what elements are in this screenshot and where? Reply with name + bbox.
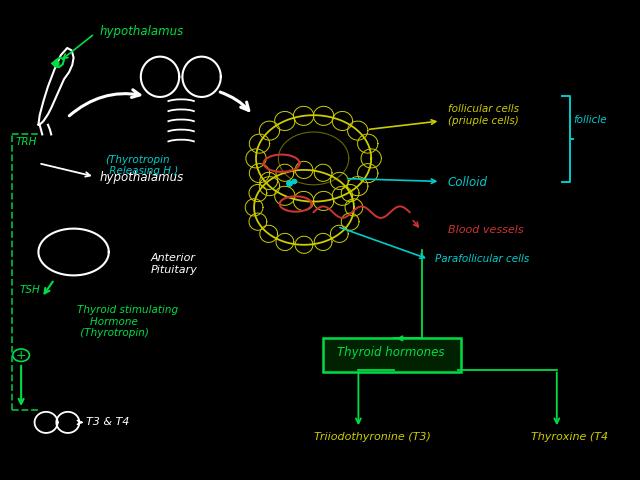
Text: +: + xyxy=(16,348,26,362)
Text: T3 & T4: T3 & T4 xyxy=(86,418,130,427)
Text: Parafollicular cells: Parafollicular cells xyxy=(435,254,529,264)
Text: Colloid: Colloid xyxy=(448,176,488,189)
Text: hypothalamus: hypothalamus xyxy=(99,24,184,38)
Text: hypothalamus: hypothalamus xyxy=(99,171,184,184)
Text: follicle: follicle xyxy=(573,115,607,125)
FancyBboxPatch shape xyxy=(323,338,461,372)
Text: (Thyrotropin
 Releasing H.): (Thyrotropin Releasing H.) xyxy=(106,155,178,176)
Text: Thyroid stimulating
    Hormone
 (Thyrotropin): Thyroid stimulating Hormone (Thyrotropin… xyxy=(77,305,178,338)
Text: Anterior
Pituitary: Anterior Pituitary xyxy=(150,253,197,275)
Text: Thyroid hormones: Thyroid hormones xyxy=(337,346,444,360)
Text: Blood vessels: Blood vessels xyxy=(448,226,524,235)
Text: Triiodothyronine (T3): Triiodothyronine (T3) xyxy=(314,432,431,442)
Text: follicular cells
(priuple cells): follicular cells (priuple cells) xyxy=(448,104,519,126)
Text: TRH: TRH xyxy=(16,137,37,146)
Text: Thyroxine (T4: Thyroxine (T4 xyxy=(531,432,609,442)
Polygon shape xyxy=(80,238,106,266)
Text: TSH: TSH xyxy=(19,286,40,295)
